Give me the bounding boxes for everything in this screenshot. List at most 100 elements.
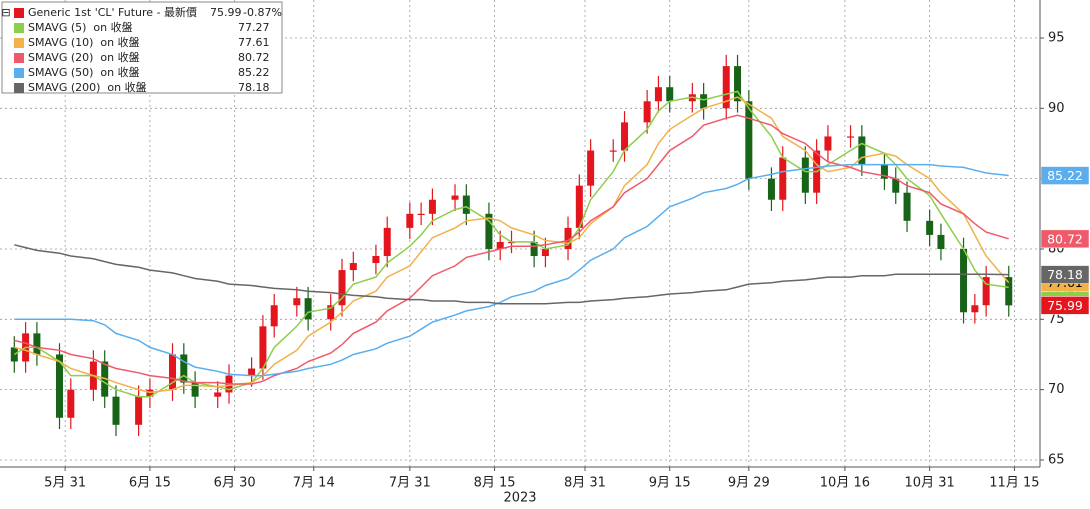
legend-value: 85.22	[238, 66, 270, 79]
candle-body	[496, 241, 504, 249]
candle-body	[270, 305, 278, 327]
candle-body	[338, 270, 346, 306]
candle-body	[722, 66, 730, 109]
candle-body	[643, 101, 651, 123]
y-tick-label: 65	[1048, 452, 1065, 467]
candle-body	[327, 305, 335, 320]
x-tick-label: 11月 15	[989, 476, 1039, 491]
candle-body	[169, 354, 177, 390]
legend-value: 78.18	[238, 81, 270, 94]
legend-toggle: ⊟	[1, 6, 10, 19]
legend-value: 77.61	[238, 36, 270, 49]
candle-body	[135, 396, 143, 425]
candle-body	[666, 87, 674, 102]
candle-body	[609, 150, 617, 152]
candle-body	[926, 220, 934, 235]
candle-body	[767, 178, 775, 200]
y-tick-label: 95	[1048, 30, 1065, 45]
candle-body	[248, 368, 256, 376]
candle-body	[406, 213, 414, 228]
last-value-tag	[1040, 229, 1090, 249]
legend-value: 80.72	[238, 51, 270, 64]
last-value-label: 85.22	[1047, 168, 1083, 183]
x-tick-label: 7月 31	[389, 476, 431, 491]
candle-body	[462, 195, 470, 214]
candle-body	[259, 326, 267, 369]
candle-body	[937, 234, 945, 249]
x-tick-label: 6月 30	[214, 476, 256, 491]
candle-body	[892, 178, 900, 193]
legend-name: SMAVG (5) on 收盤	[28, 20, 133, 34]
ma-line	[14, 244, 1009, 305]
candle-body	[700, 94, 708, 109]
last-value-label: 78.18	[1047, 267, 1083, 282]
candle-body	[745, 101, 753, 179]
candle-body	[858, 136, 866, 165]
candle-body	[575, 185, 583, 228]
candle-body	[383, 227, 391, 257]
legend-swatch	[14, 53, 24, 63]
legend-box	[1, 1, 283, 94]
candle-body	[180, 354, 188, 383]
candle-body	[654, 87, 662, 102]
legend-name: SMAVG (200) on 收盤	[28, 80, 147, 94]
ma-line	[14, 96, 1010, 394]
candle-body	[903, 192, 911, 221]
candle-body	[621, 122, 629, 151]
candle-body	[372, 256, 380, 264]
last-value-tag	[1040, 166, 1090, 185]
legend-name: SMAVG (50) on 收盤	[28, 65, 140, 79]
candle-body	[191, 382, 199, 397]
candle-body	[112, 396, 120, 425]
x-tick-label: 8月 15	[474, 476, 516, 491]
legend: Generic 1st 'CL' Future - 最新價 75.99 -0.87%…	[1, 1, 283, 94]
candle-body	[349, 263, 357, 271]
legend-name: SMAVG (20) on 收盤	[28, 50, 140, 64]
legend-swatch	[14, 38, 24, 48]
candle-body	[33, 333, 41, 355]
last-value-tag	[1040, 265, 1090, 284]
x-tick-label: 5月 31	[44, 476, 86, 491]
x-axis-label: 2023	[503, 491, 536, 506]
candle-body	[982, 277, 990, 306]
candle-body	[451, 195, 459, 200]
candle-body	[734, 66, 742, 102]
last-value-label: 75.99	[1047, 298, 1083, 313]
candle-body	[564, 227, 572, 249]
x-tick-label: 10月 31	[905, 476, 955, 491]
x-tick-label: 7月 14	[293, 476, 335, 491]
legend-swatch	[14, 83, 24, 93]
y-tick-label: 75	[1048, 312, 1065, 327]
plot-area	[10, 54, 1013, 437]
candle-body	[67, 389, 75, 418]
candle-body	[880, 164, 888, 179]
candle-body	[485, 213, 493, 249]
legend-swatch	[14, 23, 24, 33]
y-tick-label: 90	[1048, 101, 1065, 116]
candle-body	[530, 241, 538, 257]
x-tick-label: 9月 15	[649, 476, 691, 491]
x-tick-label: 8月 31	[564, 476, 606, 491]
x-tick-label: 10月 16	[820, 476, 870, 491]
legend-swatch	[14, 68, 24, 78]
x-tick-label: 9月 29	[728, 476, 770, 491]
candle-body	[1005, 277, 1013, 306]
candle-body	[293, 298, 301, 306]
legend-value: 75.99	[210, 6, 242, 19]
legend-value: 77.27	[238, 21, 270, 34]
candle-body	[847, 136, 855, 138]
candle-body	[417, 213, 425, 216]
candle-body	[824, 136, 832, 151]
candle-body	[214, 392, 222, 397]
ma-line	[14, 163, 1009, 377]
candle-body	[587, 150, 595, 186]
legend-name: SMAVG (10) on 收盤	[28, 35, 140, 49]
candle-body	[304, 298, 312, 320]
x-tick-label: 6月 15	[129, 476, 171, 491]
candle-body	[56, 354, 64, 418]
last-value-label: 80.72	[1047, 231, 1083, 246]
candle-body	[960, 248, 968, 313]
last-value-tag	[1040, 296, 1090, 315]
candle-body	[779, 157, 787, 200]
